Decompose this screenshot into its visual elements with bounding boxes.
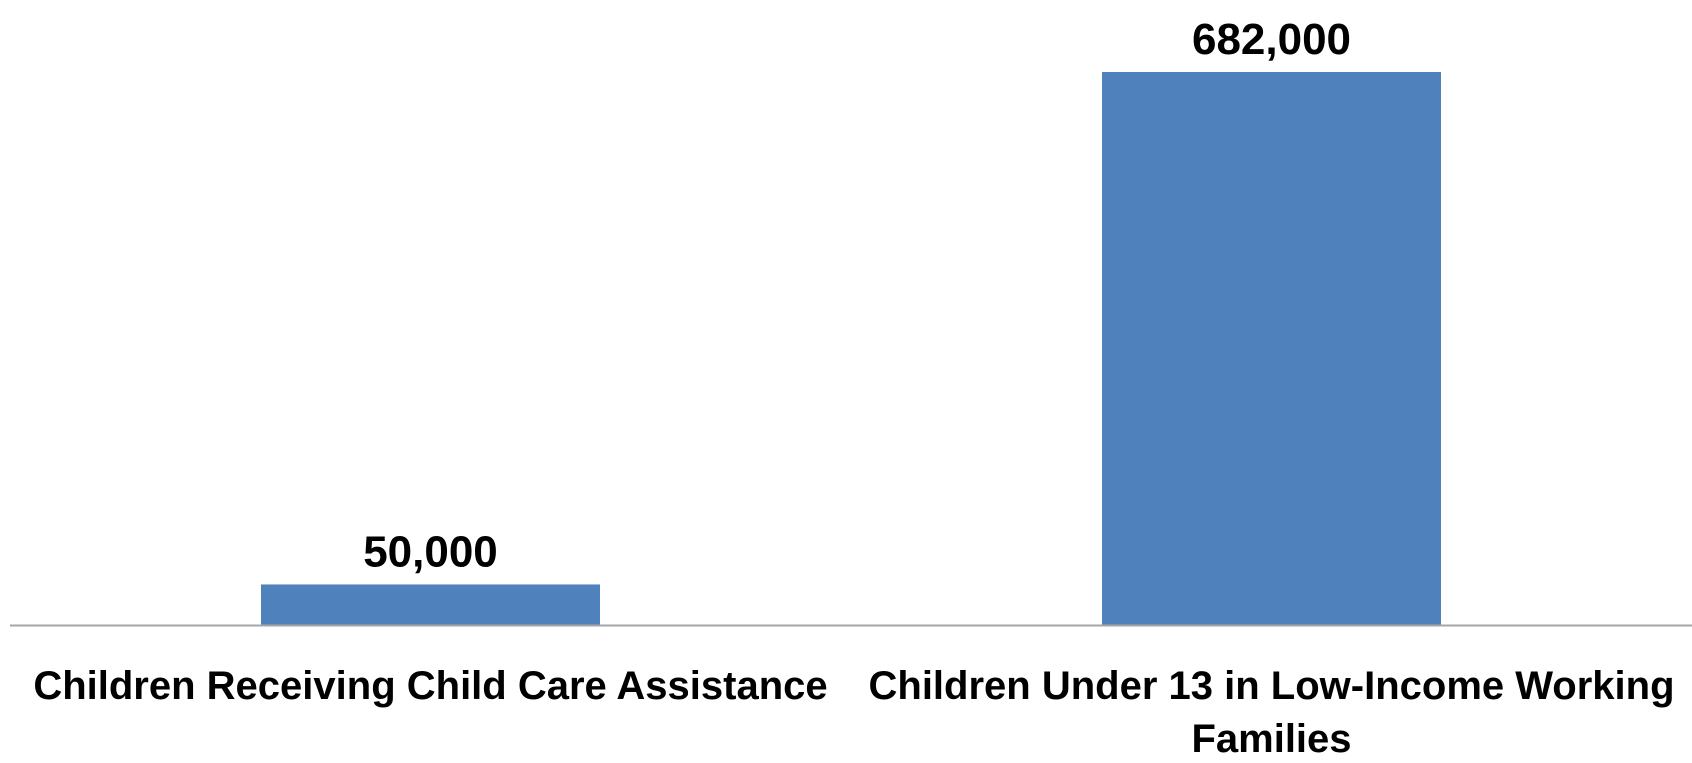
category-label-1-line-1: Families [1191,717,1351,758]
data-label-1: 682,000 [1192,15,1351,64]
bars-layer [261,72,1441,625]
category-label-1-line-0: Children Under 13 in Low-Income Working [869,664,1675,708]
data-label-0: 50,000 [363,527,498,576]
bar-0 [261,584,600,625]
bar-1 [1102,72,1441,625]
labels-layer: 50,000 Children Receiving Child Care Assi… [33,15,1675,761]
category-label-0: Children Receiving Child Care Assistance [33,664,827,708]
